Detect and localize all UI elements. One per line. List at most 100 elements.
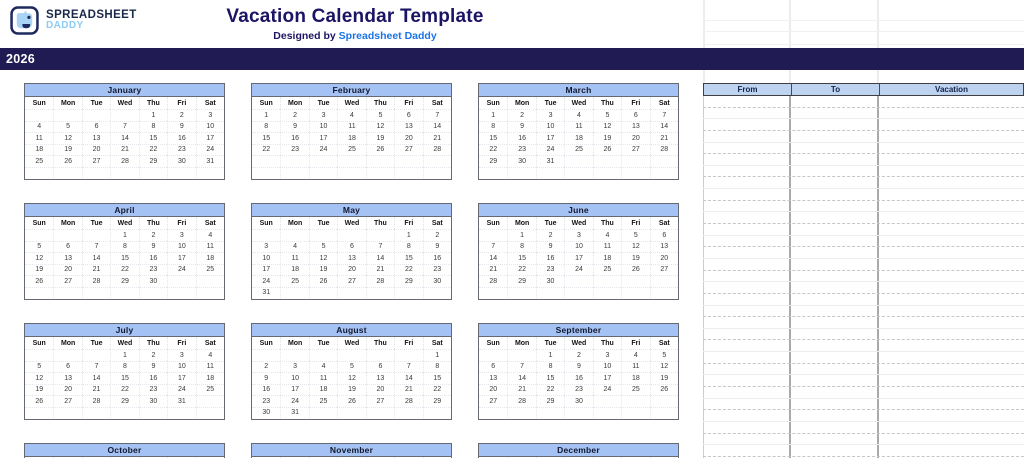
vacation-row[interactable] [703,259,1024,271]
date-cell[interactable]: 22 [422,383,451,395]
date-cell[interactable]: 8 [110,240,139,252]
date-cell[interactable]: 2 [422,229,451,241]
date-cell[interactable]: 11 [280,252,309,264]
date-cell[interactable]: 16 [564,372,593,384]
date-cell[interactable]: 15 [110,252,139,264]
date-cell[interactable]: 18 [195,372,224,384]
date-cell[interactable]: 21 [110,143,139,155]
date-cell[interactable]: 23 [138,263,168,275]
date-cell[interactable]: 23 [564,383,593,395]
date-cell[interactable] [167,406,196,418]
date-cell[interactable] [507,349,536,361]
date-cell[interactable]: 15 [422,372,451,384]
date-cell[interactable]: 18 [25,143,54,156]
vacation-row[interactable] [703,271,1024,283]
date-cell[interactable] [195,395,224,407]
vacation-row[interactable] [703,189,1024,201]
date-cell[interactable]: 29 [422,395,451,407]
date-cell[interactable] [252,166,281,179]
date-cell[interactable]: 25 [25,155,54,167]
date-cell[interactable] [195,275,224,287]
date-cell[interactable] [394,349,423,361]
date-cell[interactable] [479,166,508,179]
date-cell[interactable] [564,406,593,418]
date-cell[interactable] [337,286,366,298]
date-cell[interactable]: 14 [507,372,536,384]
date-cell[interactable]: 31 [252,286,281,299]
date-cell[interactable] [81,229,111,241]
date-cell[interactable]: 14 [649,120,678,132]
date-cell[interactable] [564,166,593,178]
date-cell[interactable]: 22 [394,263,423,275]
date-cell[interactable]: 30 [422,275,451,287]
date-cell[interactable]: 4 [195,349,224,361]
date-cell[interactable]: 25 [621,383,650,395]
date-cell[interactable] [337,406,366,418]
date-cell[interactable] [81,349,111,361]
date-cell[interactable]: 18 [308,383,338,395]
date-cell[interactable]: 17 [535,132,565,144]
date-cell[interactable]: 2 [138,229,168,241]
date-cell[interactable] [110,166,139,178]
date-cell[interactable]: 20 [621,132,650,144]
date-cell[interactable]: 4 [25,120,54,133]
date-cell[interactable]: 21 [365,263,395,275]
date-cell[interactable]: 12 [365,120,395,132]
date-cell[interactable]: 8 [394,240,423,252]
date-cell[interactable]: 20 [365,383,395,395]
date-cell[interactable]: 10 [195,120,224,132]
date-cell[interactable] [649,406,678,418]
date-cell[interactable]: 26 [365,143,395,155]
date-cell[interactable]: 19 [337,383,366,395]
date-cell[interactable]: 10 [535,120,565,132]
date-cell[interactable]: 7 [507,360,536,372]
date-cell[interactable] [649,166,678,178]
date-cell[interactable]: 10 [564,240,593,252]
date-cell[interactable]: 27 [337,275,366,287]
date-cell[interactable]: 4 [592,229,622,241]
date-cell[interactable] [507,166,536,178]
date-cell[interactable]: 1 [138,109,168,121]
date-cell[interactable] [81,166,111,178]
date-cell[interactable]: 9 [138,360,168,372]
date-cell[interactable]: 12 [308,252,338,264]
date-cell[interactable] [479,229,508,241]
date-cell[interactable]: 5 [25,240,54,253]
date-cell[interactable]: 30 [138,275,168,287]
date-cell[interactable] [592,155,622,167]
vacation-row[interactable] [703,166,1024,178]
spreadsheet-daddy-link[interactable]: Spreadsheet Daddy [338,30,437,42]
date-cell[interactable]: 26 [337,395,366,407]
date-cell[interactable] [479,406,508,419]
date-cell[interactable]: 23 [422,263,451,275]
date-cell[interactable] [53,229,82,241]
date-cell[interactable]: 27 [621,143,650,155]
date-cell[interactable]: 25 [280,275,309,287]
date-cell[interactable]: 11 [195,240,224,252]
date-cell[interactable]: 13 [81,132,111,144]
date-cell[interactable]: 6 [394,109,423,121]
date-cell[interactable]: 22 [252,143,281,156]
date-cell[interactable]: 9 [507,120,536,132]
date-cell[interactable]: 13 [649,240,678,252]
date-cell[interactable]: 22 [507,263,536,275]
date-cell[interactable]: 2 [535,229,565,241]
date-cell[interactable] [621,166,650,178]
date-cell[interactable]: 6 [53,360,82,372]
date-cell[interactable] [337,155,366,167]
date-cell[interactable]: 8 [138,120,168,132]
date-cell[interactable]: 28 [394,395,423,407]
date-cell[interactable]: 26 [621,263,650,275]
date-cell[interactable]: 21 [394,383,423,395]
date-cell[interactable]: 16 [507,132,536,144]
date-cell[interactable]: 9 [252,372,281,384]
date-cell[interactable]: 29 [110,395,139,407]
vacation-row[interactable] [703,317,1024,329]
date-cell[interactable]: 27 [479,395,508,407]
date-cell[interactable]: 11 [25,132,54,144]
date-cell[interactable]: 26 [53,155,82,167]
date-cell[interactable]: 18 [564,132,593,144]
date-cell[interactable]: 6 [337,240,366,252]
date-cell[interactable]: 15 [479,132,508,144]
date-cell[interactable]: 29 [110,275,139,287]
